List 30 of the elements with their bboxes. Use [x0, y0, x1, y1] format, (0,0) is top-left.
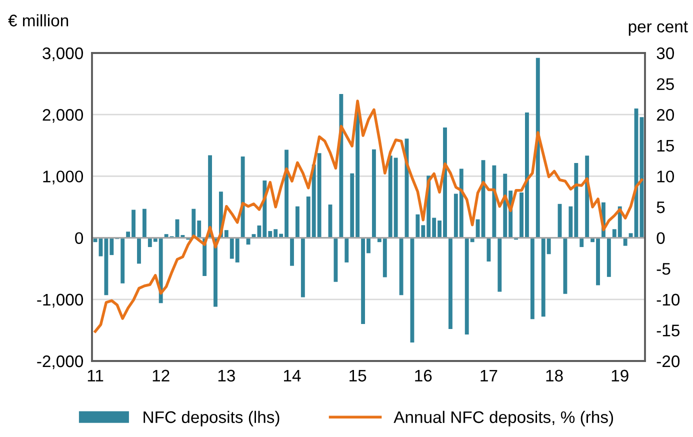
x-tick-label: 16	[415, 370, 432, 382]
y-axis-title: € million	[8, 14, 68, 26]
legend-label: Annual NFC deposits, % (rhs)	[394, 410, 614, 426]
x-tick-label: 19	[612, 370, 628, 382]
y2-tick-label: 0	[656, 232, 665, 244]
x-tick-label: 12	[152, 370, 170, 382]
x-tick-label: 18	[546, 370, 563, 382]
y-tick-label: 1,000	[43, 170, 84, 184]
x-tick-label: 15	[350, 370, 366, 382]
y2-tick-label: 25	[656, 78, 674, 90]
y-tick-label: 2,000	[42, 109, 84, 123]
y-tick-label: 3,000	[42, 47, 84, 62]
y2-tick-label: -5	[656, 263, 670, 275]
y-tick-label: -2,000	[37, 355, 84, 370]
y2-tick-label: 30	[656, 47, 674, 60]
x-tick-label: 13	[218, 370, 235, 382]
y2-tick-label: 5	[656, 202, 665, 214]
y-tick-label: 0	[75, 232, 84, 244]
x-tick-label: 14	[284, 370, 301, 382]
y2-tick-label: 20	[656, 109, 674, 121]
y-tick-label: -1,000	[37, 294, 84, 308]
y2-tick-label: -10	[656, 294, 680, 306]
y2-axis-title: per cent	[628, 22, 688, 36]
legend-label: NFC deposits (lhs)	[144, 410, 280, 426]
y2-tick-label: -20	[656, 355, 680, 368]
y2-tick-label: 10	[657, 170, 674, 182]
y2-tick-label: -15	[656, 324, 680, 336]
x-tick-label: 11	[88, 370, 104, 382]
y2-tick-label: 15	[657, 140, 674, 152]
x-tick-label: 17	[480, 370, 498, 382]
